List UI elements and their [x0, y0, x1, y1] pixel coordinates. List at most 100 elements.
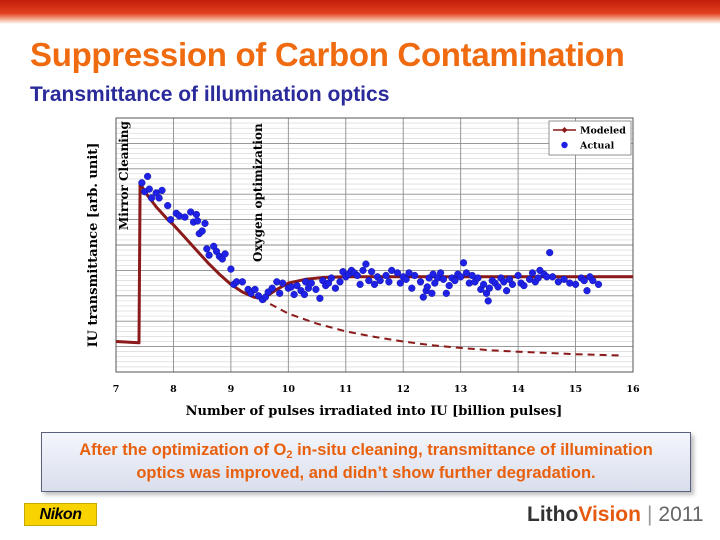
actual-data-point	[494, 283, 502, 291]
actual-data-point	[192, 210, 201, 219]
actual-data-point	[203, 245, 211, 253]
actual-data-point	[307, 279, 315, 287]
actual-data-point	[353, 271, 361, 280]
actual-data-point	[474, 274, 482, 282]
x-tick-label: 10	[282, 384, 296, 395]
actual-data-point	[145, 185, 153, 193]
actual-data-point	[365, 277, 373, 285]
actual-data-point	[428, 289, 436, 297]
actual-data-point	[268, 284, 276, 292]
actual-data-point	[508, 280, 517, 289]
actual-data-point	[396, 279, 404, 287]
actual-data-point	[534, 274, 542, 282]
x-tick-label: 11	[339, 384, 352, 395]
actual-data-point	[362, 260, 370, 268]
header-band	[0, 0, 720, 24]
actual-data-point	[459, 259, 468, 267]
chart-grid	[115, 118, 634, 372]
actual-data-point	[368, 268, 376, 276]
actual-data-point	[416, 278, 425, 286]
actual-data-point	[402, 275, 410, 283]
actual-data-point	[227, 265, 235, 273]
x-tick-label: 8	[170, 384, 177, 395]
actual-data-point	[155, 194, 163, 202]
actual-data-point	[238, 278, 247, 286]
actual-data-point	[251, 285, 259, 294]
x-tick-label: 16	[626, 384, 640, 395]
annotation-mirror-cleaning: Mirror Cleaning	[117, 120, 131, 230]
actual-data-point	[451, 277, 459, 285]
x-axis-label: Number of pulses irradiated into IU [bil…	[186, 404, 563, 419]
y-axis-label: IU transmittance [arb. unit]	[86, 143, 101, 348]
actual-data-point	[560, 275, 568, 283]
actual-data-point	[144, 172, 152, 181]
actual-data-point	[356, 280, 364, 289]
actual-data-point	[181, 213, 189, 221]
actual-data-point	[520, 282, 528, 290]
actual-data-point	[279, 279, 287, 287]
actual-data-point	[158, 186, 166, 195]
slide-subtitle: Transmittance of illumination optics	[30, 83, 390, 106]
actual-data-point	[138, 179, 146, 187]
chart-legend: Modeled Actual	[548, 120, 632, 156]
actual-data-point	[442, 289, 450, 297]
actual-data-point	[583, 287, 591, 295]
actual-data-point	[293, 282, 301, 290]
actual-data-point	[445, 282, 453, 290]
actual-data-point	[276, 289, 284, 297]
actual-data-point	[503, 287, 511, 295]
callout-text-line2: optics was improved, and didn’t show fur…	[136, 464, 596, 482]
transmittance-chart: 7 8 9 10 11 12 13 14 15 16 Mirror Cleaning Oxygen …	[86, 117, 640, 419]
actual-data-point	[546, 249, 554, 257]
actual-data-point	[290, 290, 298, 299]
actual-data-point	[316, 294, 324, 302]
slide-title: Suppression of Carbon Contamination	[30, 36, 625, 73]
conclusion-callout: After the optimization of O2 in-situ cle…	[41, 432, 691, 492]
legend-label-modeled: Modeled	[580, 126, 626, 137]
actual-data-point	[331, 284, 340, 292]
actual-data-point	[336, 278, 344, 286]
actual-data-point	[485, 284, 494, 292]
actual-data-point	[382, 271, 390, 280]
actual-data-point	[312, 285, 320, 294]
x-tick-label: 7	[113, 384, 120, 395]
actual-data-point	[580, 277, 588, 285]
nikon-logo: Nikon	[24, 503, 97, 526]
actual-data-point	[408, 284, 416, 292]
actual-data-point	[370, 280, 379, 289]
actual-data-point	[571, 280, 580, 289]
x-axis-ticks: 7 8 9 10 11 12 13 14 15 16	[113, 384, 640, 395]
legend-modeled-marker	[561, 127, 568, 133]
legend-box	[548, 120, 632, 156]
x-tick-label: 14	[511, 384, 525, 395]
chart-annotations: Mirror Cleaning Oxygen optimization	[117, 120, 265, 262]
actual-data-point	[167, 216, 175, 224]
actual-data-point	[480, 280, 488, 289]
x-tick-label: 15	[569, 384, 582, 395]
actual-data-point	[300, 290, 309, 299]
actual-data-point	[205, 251, 213, 259]
actual-data-point	[589, 277, 597, 285]
actual-data-point	[164, 202, 172, 210]
actual-data-point	[221, 250, 229, 258]
modeled-line	[115, 181, 633, 345]
annotation-oxygen-optimization: Oxygen optimization	[251, 123, 265, 262]
x-tick-label: 12	[397, 384, 410, 395]
actual-data-point	[359, 266, 367, 275]
actual-data-point	[528, 269, 537, 277]
actual-data-point	[411, 271, 419, 280]
actual-data-point	[457, 273, 465, 281]
actual-data-point	[594, 280, 603, 289]
callout-text-line1: After the optimization of O2 in-situ cle…	[79, 441, 653, 461]
actual-data-point	[393, 269, 402, 277]
actual-data-point	[514, 271, 522, 280]
actual-data-point	[201, 219, 209, 228]
x-tick-label: 13	[454, 384, 467, 395]
legend-label-actual: Actual	[579, 141, 615, 152]
actual-data-point	[327, 274, 336, 282]
actual-data-point	[419, 293, 427, 301]
actual-data-point	[437, 269, 445, 277]
x-tick-label: 9	[228, 384, 235, 395]
legend-actual-marker	[561, 141, 568, 149]
actual-data-point	[376, 277, 384, 285]
